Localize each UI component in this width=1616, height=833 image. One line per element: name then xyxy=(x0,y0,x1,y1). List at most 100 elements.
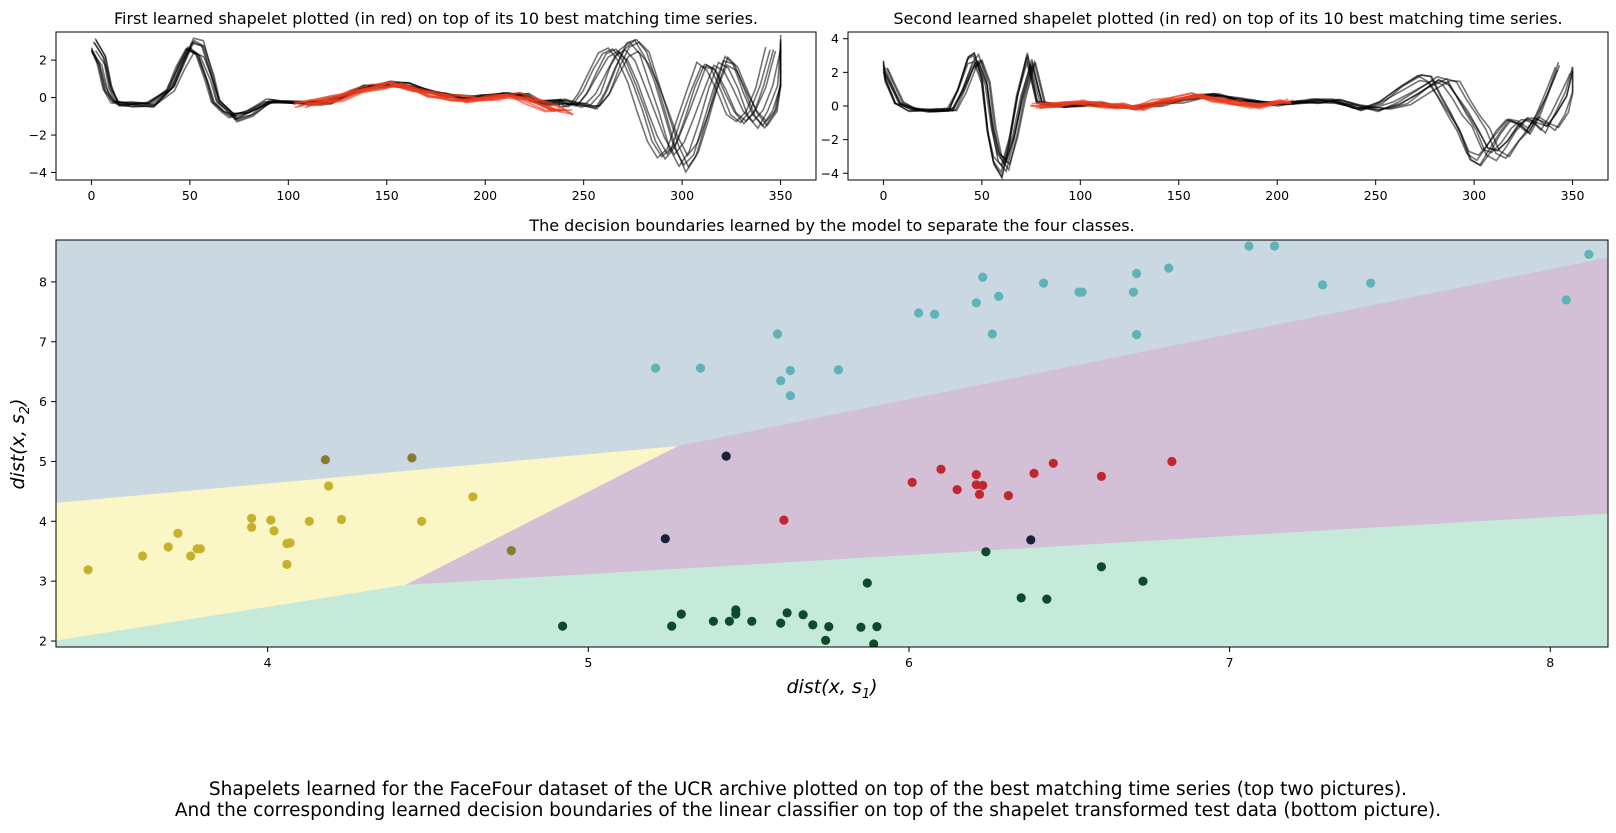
decision-frame xyxy=(55,239,1609,648)
decision-point-dark-green xyxy=(824,622,834,632)
shapelet2-plot xyxy=(882,51,1574,180)
decision-point-dark-green xyxy=(782,608,792,618)
decision-xlabel: dist(x, s1) xyxy=(786,676,877,702)
decision-point-dark-green xyxy=(872,622,882,632)
shapelet1-xtick-label: 350 xyxy=(769,188,793,203)
decision-point-yellow xyxy=(269,526,279,536)
decision-point-dark-green xyxy=(869,639,879,647)
decision-xlabel-main: dist(x, s xyxy=(786,676,861,698)
shapelet1-xtick-label: 250 xyxy=(572,188,596,203)
decision-point-dark-green xyxy=(776,618,786,628)
decision-point-dark-green xyxy=(747,616,757,626)
decision-point-red xyxy=(1096,471,1106,481)
shapelet2-ytick-label: −4 xyxy=(821,166,839,181)
decision-point-dark-green xyxy=(708,616,719,626)
decision-point-olive xyxy=(407,453,417,463)
shapelet2-axes: 0 50 100 150 200 250 300 350 −4 −2 0 2 4 xyxy=(821,31,1585,203)
decision-point-dark-green xyxy=(1096,562,1106,572)
decision-point-red xyxy=(978,480,988,490)
decision-xlabel-sub: 1 xyxy=(862,687,870,702)
shapelet1-time-series-line xyxy=(90,46,775,161)
decision-point-cyan xyxy=(776,376,786,386)
decision-point-cyan xyxy=(772,329,783,339)
decision-ytick-label: 5 xyxy=(39,454,47,469)
decision-ytick-label: 6 xyxy=(39,394,47,409)
figure-canvas: First learned shapelet plotted (in red) … xyxy=(7,9,1609,702)
shapelet1-axes: 0 50 100 150 200 250 300 350 −4 −2 0 2 xyxy=(29,53,793,203)
decision-point-yellow xyxy=(282,559,292,570)
decision-panel: The decision boundaries learned by the m… xyxy=(7,216,1609,702)
decision-point-red xyxy=(952,485,962,495)
decision-point-yellow xyxy=(138,551,148,561)
shapelet1-time-series-line xyxy=(92,41,782,168)
caption-line-1: Shapelets learned for the FaceFour datas… xyxy=(208,779,1408,800)
decision-point-dark-green xyxy=(731,605,741,615)
shapelet2-panel: Second learned shapelet plotted (in red)… xyxy=(821,9,1609,203)
decision-point-cyan xyxy=(1318,280,1328,290)
decision-region-3 xyxy=(56,513,1608,647)
decision-ylabel-sub: 2 xyxy=(18,406,33,414)
decision-point-dark-green xyxy=(667,621,677,631)
decision-point-yellow xyxy=(186,551,196,561)
decision-point-cyan xyxy=(785,365,795,376)
decision-point-cyan xyxy=(978,272,988,282)
decision-point-cyan xyxy=(1366,278,1376,288)
decision-xlabel-close: ) xyxy=(868,676,877,698)
decision-point-navy xyxy=(1026,535,1036,545)
shapelet1-time-series-line xyxy=(90,47,771,159)
decision-title: The decision boundaries learned by the m… xyxy=(528,216,1134,235)
decision-points xyxy=(83,241,1594,647)
decision-point-olive xyxy=(320,455,330,465)
decision-point-cyan xyxy=(971,298,981,308)
decision-point-dark-green xyxy=(1138,576,1148,586)
decision-point-cyan xyxy=(930,309,940,319)
shapelet2-xtick-label: 200 xyxy=(1265,188,1289,203)
shapelet1-frame xyxy=(55,31,817,181)
shapelet1-xtick-label: 50 xyxy=(182,188,198,203)
shapelet1-xtick-label: 0 xyxy=(87,188,95,203)
decision-point-red xyxy=(971,470,981,480)
decision-ytick-label: 7 xyxy=(39,334,47,349)
shapelet1-shapelet-line xyxy=(293,80,560,112)
decision-point-yellow xyxy=(285,538,295,548)
shapelet1-xtick-label: 300 xyxy=(670,188,694,203)
shapelet2-time-series-line xyxy=(883,60,1574,161)
shapelet1-ytick-label: −2 xyxy=(29,128,47,143)
decision-xtick-label: 6 xyxy=(905,655,913,670)
decision-point-red xyxy=(1048,458,1058,468)
decision-point-dark-green xyxy=(808,620,818,630)
decision-axes: 4 5 6 7 8 2 3 4 5 6 7 8 xyxy=(39,274,1554,670)
decision-point-yellow xyxy=(468,492,478,502)
decision-point-navy xyxy=(660,534,670,544)
decision-point-cyan xyxy=(1269,241,1280,251)
decision-point-yellow xyxy=(324,481,334,491)
decision-point-dark-green xyxy=(862,578,872,588)
decision-point-navy xyxy=(721,451,731,461)
shapelet1-xtick-label: 200 xyxy=(473,188,497,203)
decision-point-olive xyxy=(506,546,516,556)
decision-ytick-label: 3 xyxy=(39,574,47,589)
shapelet2-frame xyxy=(847,31,1609,181)
decision-ytick-label: 8 xyxy=(39,274,47,289)
decision-point-red xyxy=(1029,468,1039,478)
decision-point-dark-green xyxy=(821,635,831,646)
decision-point-yellow xyxy=(417,516,427,526)
shapelet2-shapelet-line xyxy=(1039,95,1292,110)
shapelet2-ytick-label: 4 xyxy=(831,31,839,46)
decision-point-yellow xyxy=(247,513,257,523)
decision-point-yellow xyxy=(173,528,183,538)
shapelet2-ytick-label: −2 xyxy=(821,132,839,147)
decision-point-cyan xyxy=(1584,249,1594,259)
decision-xtick-label: 5 xyxy=(584,655,592,670)
decision-point-cyan xyxy=(833,365,844,375)
decision-point-dark-green xyxy=(856,622,866,632)
shapelet2-time-series-line xyxy=(882,54,1557,175)
shapelet1-xtick-label: 150 xyxy=(375,188,399,203)
caption-line-2: And the corresponding learned decision b… xyxy=(174,800,1442,821)
decision-point-dark-green xyxy=(1016,593,1026,603)
decision-point-red xyxy=(974,489,985,499)
decision-point-cyan xyxy=(1077,287,1087,297)
decision-point-yellow xyxy=(304,516,314,526)
decision-point-red xyxy=(907,477,917,487)
decision-point-yellow xyxy=(163,542,173,552)
